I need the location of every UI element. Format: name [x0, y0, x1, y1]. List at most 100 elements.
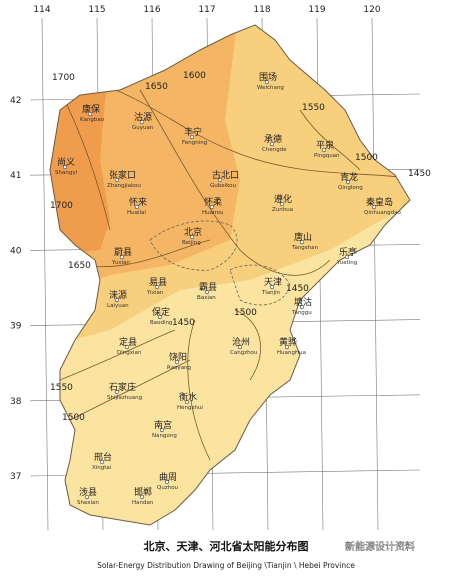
city-name-en: Guyuan [132, 125, 154, 131]
city-name: 保定 [152, 306, 170, 318]
isoline-label: 1600 [183, 71, 206, 81]
city-dot [345, 179, 351, 185]
isoline-label: 1650 [68, 261, 91, 271]
city-name: 遵化 [274, 193, 292, 205]
city-name-en: Yuxian [111, 260, 130, 266]
city-name: 涞源 [109, 290, 127, 301]
city-name-en: Beijing [182, 240, 201, 246]
city-name: 怀柔 [204, 196, 222, 208]
city-dot [204, 289, 210, 295]
city-dot [371, 204, 377, 210]
city-name: 尚义 [57, 156, 75, 168]
longitude-label: 120 [363, 5, 380, 15]
city-dot [184, 399, 190, 405]
latitude-label: 37 [10, 472, 21, 482]
city-dot [157, 314, 163, 320]
city-name-en: Xingtai [92, 465, 112, 471]
city-dot [119, 254, 125, 260]
isoline-label: 1450 [286, 284, 309, 294]
city-name-en: Shijiazhuang [107, 395, 142, 401]
city-name: 邯郸 [134, 486, 152, 498]
city-name: 黄骅 [279, 336, 297, 348]
city-dot [114, 389, 120, 395]
longitude-label: 116 [143, 5, 160, 15]
city-name: 沧州 [232, 336, 250, 348]
city-name: 曲周 [159, 472, 177, 483]
city-dot [217, 177, 223, 183]
city-dot [164, 479, 170, 485]
city-dot [114, 177, 120, 183]
longitude-label: 117 [198, 5, 215, 15]
isoline-label: 1650 [145, 82, 168, 92]
city-name: 唐山 [294, 231, 312, 243]
city-name-en: Laiyuan [107, 303, 129, 309]
latitude-label: 38 [10, 397, 22, 407]
city-dot [269, 141, 275, 147]
isoline-label: 1500 [62, 413, 85, 423]
city-name: 蔚县 [114, 246, 132, 258]
isoline-label: 1500 [355, 153, 378, 163]
city-name-en: Kangbao [80, 117, 105, 123]
city-name: 易县 [149, 277, 167, 288]
city-dot [269, 284, 275, 290]
city-name: 沽源 [134, 111, 152, 123]
city-name: 衡水 [179, 391, 197, 403]
zone-highest [50, 25, 120, 260]
province-outline [49, 24, 411, 526]
city-name: 天津 [264, 277, 282, 288]
watermark: 新能源设计资料 [345, 540, 415, 553]
city-dot [134, 204, 140, 210]
city-name-en: Dingxian [117, 350, 142, 356]
longitude-label: 118 [253, 5, 270, 15]
city-name-en: Baoding [150, 320, 173, 326]
city-dot [114, 297, 120, 303]
latitude-label: 41 [10, 171, 21, 181]
city-name-en: Yueting [336, 260, 357, 266]
city-dot [344, 254, 350, 260]
city-name-en: Tianjin [261, 290, 281, 296]
city-name-en: Hengshui [177, 405, 203, 411]
city-name: 邢台 [94, 451, 112, 463]
title-en: Solar-Energy Distribution Drawing of Bei… [97, 561, 355, 570]
city-dot [189, 234, 195, 240]
city-name: 康保 [82, 103, 100, 115]
isoline-label: 1700 [50, 201, 73, 211]
isolines [54, 79, 410, 461]
city-name-en: Shexian [77, 500, 99, 506]
city-name: 塘沽 [294, 296, 312, 308]
city-dot [99, 459, 105, 465]
city-name-en: Cangzhou [230, 350, 257, 356]
isoline-label: 1450 [172, 318, 195, 328]
city-dot [87, 111, 93, 117]
municipal-borders [149, 220, 291, 306]
city-dot [264, 79, 270, 85]
city-dot [139, 494, 145, 500]
city-name: 北京 [184, 226, 202, 238]
city-name-en: Chengde [262, 147, 287, 153]
city-name: 乐亭 [339, 246, 357, 258]
longitude-label: 114 [33, 5, 50, 15]
city-name: 青龙 [340, 171, 358, 183]
latitude-label: 39 [10, 322, 22, 332]
city-name-en: Quzhou [157, 485, 178, 491]
longitude-label: 119 [308, 5, 325, 15]
city-name-en: Qinhuangdao [364, 210, 402, 216]
city-name-en: Nangong [152, 433, 177, 439]
city-dot [209, 204, 215, 210]
city-name-en: Fengning [182, 140, 207, 146]
city-name: 南宫 [154, 419, 172, 431]
city-name-en: Yixian [146, 290, 164, 296]
labels: 1700 1650 1600 1550 1500 1450 1700 1650 1450 1500… [50, 71, 431, 506]
isoline-label: 1500 [234, 308, 257, 318]
city-dot [174, 359, 180, 365]
city-name: 怀来 [129, 196, 147, 208]
city-name-en: Pingquan [314, 153, 340, 159]
city-name-en: Baxian [197, 295, 216, 301]
city-name-en: Qinglong [338, 185, 363, 191]
city-dot [299, 304, 305, 310]
latitude-label: 42 [10, 96, 21, 106]
city-dot [84, 494, 90, 500]
city-dot [237, 344, 243, 350]
city-dot [189, 134, 195, 140]
city-dot [279, 201, 285, 207]
